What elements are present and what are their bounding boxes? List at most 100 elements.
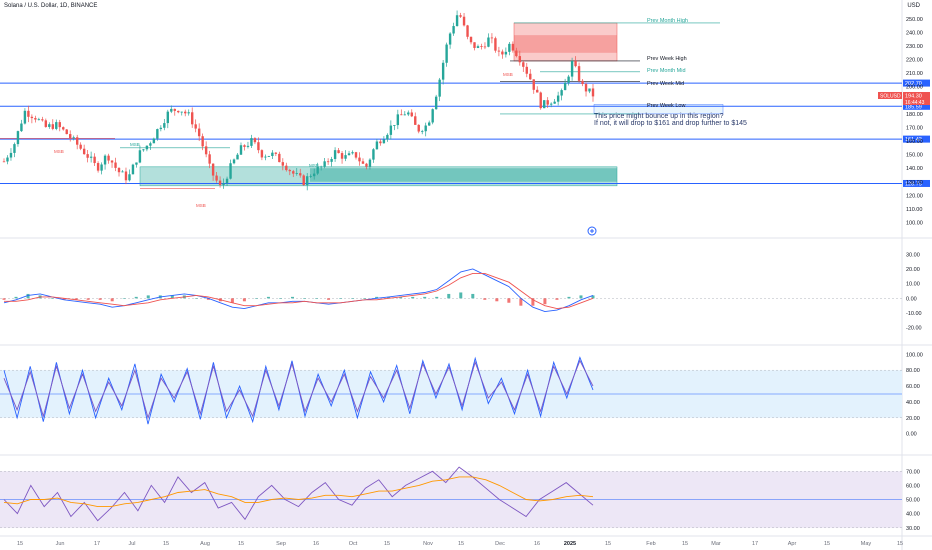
macd-histogram-bar [579,295,583,299]
candle-body [13,144,16,153]
macd-histogram-bar [483,298,487,300]
candle-body [75,137,79,145]
levels-layer: 202.70 185.59 161.42 128.75 [0,22,930,189]
candle-body [55,122,58,129]
price-axis-tick-label: 230.00 [906,44,923,50]
candle-body [264,156,267,158]
candle-body [184,111,187,114]
candle-body [525,66,528,74]
price-axis-tick-label: 130.00 [906,180,923,186]
price-axis-tick-label: 100.00 [906,220,923,226]
price-axis-tick-label: 120.00 [906,193,923,199]
candle-body [72,137,75,139]
time-axis-tick-label: 15 [17,541,23,547]
stochastic-axis-tick-label: 40.00 [906,400,920,406]
time-axis-tick-label: 2025 [564,541,576,547]
symbol-badge-text: SOLUSD [880,94,901,100]
candle-body [480,46,483,47]
time-axis-tick-label: May [861,541,872,547]
macd-histogram-bar [471,293,475,299]
time-axis-tick-label: Dec [495,541,505,547]
candle-body [410,112,413,117]
candle-body [560,90,563,96]
candle-body [117,167,121,173]
candle-body [93,156,96,164]
candle-body [69,134,72,139]
candle-body [518,56,522,63]
candle-body [476,46,480,48]
price-axis-tick-label: 180.00 [906,112,923,118]
candle-body [23,110,27,124]
macd-histogram-bar [254,298,258,299]
candle-body [58,122,61,128]
time-axis-tick-label: 16 [313,541,319,547]
price-axis-tick-label: 200.00 [906,85,923,91]
candle-body [236,154,239,160]
candle-body [9,152,13,158]
candle-body [543,100,546,109]
candle-body [312,173,316,177]
candle-body [62,127,65,130]
level-badge [903,79,930,87]
macd-axis-tick-label: -20.00 [906,326,922,332]
macd-histogram-bar [290,296,294,299]
macd-histogram-bar [531,298,535,306]
candle-body [281,162,285,166]
candle-body [347,153,351,156]
candle-body [278,153,281,163]
candle-body [110,160,114,163]
candle-body [351,152,354,154]
candle-body [243,145,246,147]
candle-body [389,125,393,135]
candle-body [396,114,400,126]
candle-body [459,15,462,17]
time-axis-tick-label: Nov [423,541,433,547]
candle-body [393,125,396,126]
candle-body [159,127,163,130]
candle-body [239,145,243,155]
candle-body [145,145,149,150]
macd-histogram-bar [375,296,379,299]
macd-histogram-bar [242,298,246,302]
candle-body [51,124,54,129]
candle-body [232,159,236,164]
level-badge-text: 128.75 [905,181,922,187]
candle-body [382,139,386,144]
candle-body [483,46,487,48]
candle-body [208,154,211,164]
macd-histogram-bar [363,298,367,299]
msb-label: MSB [54,149,64,154]
time-axis-tick-label: Sep [276,541,286,547]
candles-layer [2,10,595,191]
candle-body [455,15,459,27]
candle-body [344,155,347,159]
candle-body [27,110,30,117]
macd-histogram-bar [62,298,66,300]
candle-body [44,120,48,127]
add-icon[interactable] [587,226,597,236]
candle-body [511,43,515,51]
candle-body [79,144,82,149]
candle-body [166,111,170,124]
candle-body [574,60,577,67]
candle-body [546,100,549,105]
candle-body [163,123,166,128]
rsi-axis-tick-label: 60.00 [906,483,920,489]
candle-body [386,134,389,140]
candle-body [135,162,138,165]
candle-body [421,131,424,133]
candle-body [522,62,525,67]
macd-histogram-bar [110,298,114,302]
macd-histogram-bar [423,296,427,299]
candle-body [299,173,302,176]
time-axis-tick-label: 17 [752,541,758,547]
candle-body [271,152,274,156]
price-badge-text: 194.30 [905,94,922,100]
candle-body [48,124,51,127]
time-axis-tick-label: Jun [56,541,65,547]
demand-zone-inner [310,168,617,182]
time-axis-tick-label: 15 [384,541,390,547]
candle-body [100,164,103,171]
candle-body [403,114,406,116]
